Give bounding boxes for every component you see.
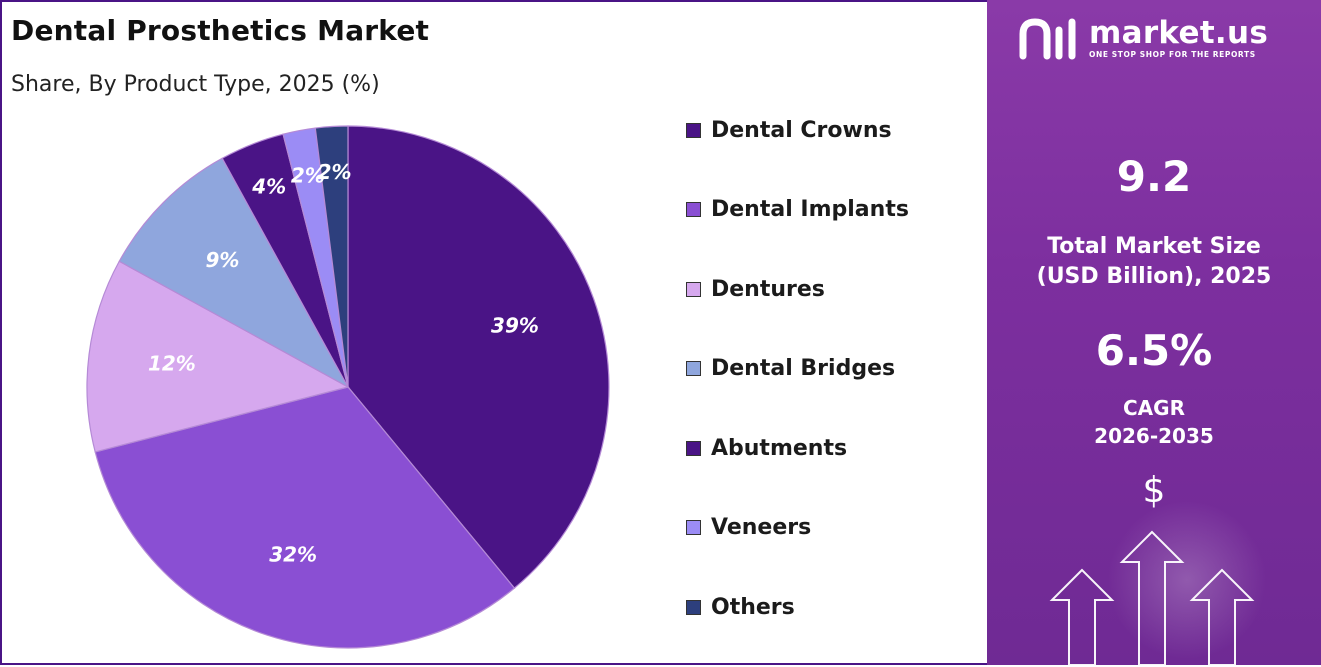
cagr-label-line1: CAGR [1123,396,1185,420]
legend-label: Dentures [711,276,825,302]
summary-sidebar: market.us ONE STOP SHOP FOR THE REPORTS … [987,0,1321,665]
legend-swatch [686,599,701,615]
brand-tagline: ONE STOP SHOP FOR THE REPORTS [1089,50,1256,59]
growth-arrows-icon [1049,530,1255,665]
pie-label-dental-implants: 32% [269,542,317,566]
cagr-label-line2: 2026-2035 [1094,424,1214,448]
pie-chart: 39%32%12%9%4% 2%2% [86,125,610,649]
legend-label: Dental Bridges [711,356,896,381]
pie-label-dentures: 12% [148,351,196,375]
legend-item-abutments: Abutments [686,428,966,468]
legend-swatch [686,202,701,217]
pie-label-others: 2% [318,160,352,184]
pie-label-dental-bridges: 9% [206,248,240,272]
brand-name: market.us [1089,15,1269,51]
legend-swatch [686,361,701,376]
brand-logo: market.us ONE STOP SHOP FOR THE REPORTS [1019,16,1268,60]
market-size-value: 9.2 [1116,152,1192,201]
legend-label: Others [711,594,795,620]
legend-item-dental-crowns: Dental Crowns [686,110,966,150]
legend-item-dental-implants: Dental Implants [686,190,966,230]
chart-panel: Dental Prosthetics Market Share, By Prod… [0,0,987,665]
pie-slice-dental-bridges [118,157,350,389]
legend-label: Dental Implants [711,197,909,222]
legend-label: Abutments [711,435,848,461]
legend-swatch [686,440,701,456]
pie-label-veneers: 2% [291,163,325,187]
legend-item-veneers: Veneers [686,508,966,548]
chart-subtitle: Share, By Product Type, 2025 (%) [11,72,380,97]
pie-label-dental-crowns: 39% [491,313,539,337]
legend-swatch [686,122,701,138]
dollar-icon: $ [1142,470,1166,511]
legend-label: Dental Crowns [711,117,892,143]
market-size-label-line2: (USD Billion), 2025 [1036,264,1272,289]
legend-swatch [686,520,701,535]
market-us-logo-icon [1019,18,1076,60]
legend-item-dental-bridges: Dental Bridges [686,349,966,389]
light-glow-decoration [1107,500,1267,660]
chart-title: Dental Prosthetics Market [11,14,430,47]
legend-item-others: Others [686,587,966,627]
pie-label-abutments: 4% [251,175,286,199]
pie-slice-others [314,125,349,388]
legend-swatch [686,281,701,297]
legend-item-dentures: Dentures [686,269,966,309]
pie-slice-dental-implants [94,386,516,649]
legend-label: Veneers [711,515,812,540]
cagr-value: 6.5% [1095,326,1213,375]
market-size-label-line1: Total Market Size [1047,234,1261,259]
pie-slice-dentures [86,260,350,453]
pie-slice-dental-crowns [347,125,610,589]
